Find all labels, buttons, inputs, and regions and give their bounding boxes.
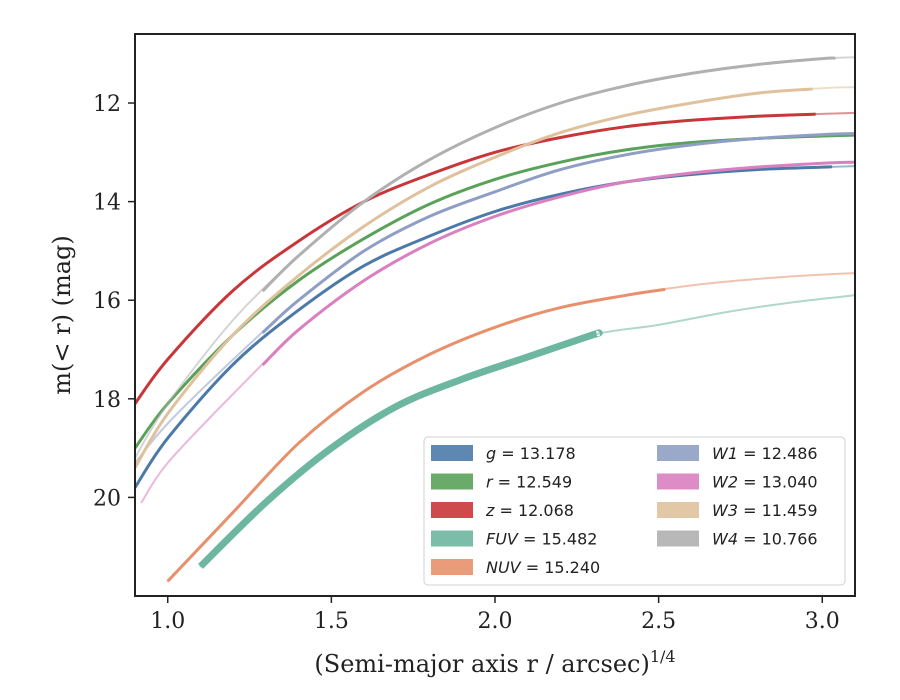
legend-equals-sign: = (738, 444, 762, 463)
y-tick-label: 16 (93, 289, 121, 314)
y-tick-label: 12 (93, 92, 121, 117)
legend-series-name: r (486, 473, 494, 492)
y-tick-label: 18 (93, 388, 121, 413)
legend-entry-NUV: NUV = 15.240 (486, 558, 600, 577)
legend-swatch-r (431, 473, 473, 490)
legend-series-value: 12.486 (762, 444, 818, 463)
series-W2-line (261, 160, 855, 367)
x-axis-label-superscript: 1/4 (650, 647, 676, 666)
legend-equals-sign: = (496, 444, 520, 463)
legend-swatch-g (431, 445, 473, 461)
legend-series-value: 10.766 (762, 530, 818, 549)
legend-swatch-z (431, 502, 473, 518)
legend-series-name: FUV (486, 530, 519, 549)
legend-swatch-W1 (657, 445, 699, 461)
legend-frame (423, 436, 846, 586)
legend-entry-r: r = 12.549 (486, 473, 572, 492)
legend-series-value: 12.549 (516, 473, 572, 492)
legend-series-name: W1 (712, 444, 738, 463)
x-tick-label: 2.5 (641, 609, 676, 634)
y-axis-label: m(< r) (mag) (48, 235, 76, 394)
series-W4-line (261, 56, 836, 293)
y-tick-label: 14 (93, 191, 121, 216)
x-axis: 1.0 1.5 2.0 2.5 3.0 (150, 596, 840, 634)
legend-swatch-W2 (657, 473, 699, 490)
legend-swatch-W4 (657, 530, 699, 547)
series-g-line (135, 165, 833, 489)
legend-swatch-W3 (657, 502, 699, 518)
legend-series-name: W3 (712, 501, 738, 520)
legend-entry-W2: W2 = 13.040 (712, 473, 818, 492)
x-tick-label: 1.5 (314, 609, 349, 634)
series-FUV-line (198, 329, 603, 569)
x-axis-label-main: (Semi-major axis r / arcsec) (314, 650, 649, 678)
legend-series-name: z (485, 501, 495, 520)
series-z-line (135, 112, 816, 405)
x-axis-label: (Semi-major axis r / arcsec)1/4 (314, 647, 675, 678)
legend-swatch-FUV (431, 530, 473, 547)
y-tick-label: 20 (93, 486, 121, 511)
legend-series-value: 13.178 (520, 444, 576, 463)
legend-series-value: 15.240 (544, 558, 600, 577)
legend-entry-W1: W1 = 12.486 (712, 444, 818, 463)
legend-series-name: W2 (712, 473, 738, 492)
series-layer (135, 56, 855, 583)
legend: g = 13.178 r = 12.549 z = 12.068 FUV = 15.4… (423, 436, 846, 586)
legend-entry-W4: W4 = 10.766 (712, 530, 818, 549)
legend-entry-W3: W3 = 11.459 (712, 501, 818, 520)
legend-equals-sign: = (738, 473, 762, 492)
legend-series-name: NUV (486, 558, 522, 577)
legend-series-name: W4 (712, 530, 738, 549)
series-W1-line (261, 132, 855, 334)
legend-series-name: g (486, 444, 496, 463)
legend-equals-sign: = (494, 501, 518, 520)
legend-equals-sign: = (518, 530, 542, 549)
legend-entry-g: g = 13.178 (486, 444, 576, 463)
legend-equals-sign: = (738, 501, 762, 520)
legend-series-value: 13.040 (762, 473, 818, 492)
series-W3-line (135, 87, 813, 469)
legend-equals-sign: = (493, 473, 517, 492)
legend-series-value: 12.068 (518, 501, 574, 520)
y-axis: 12 14 16 18 20 (93, 92, 135, 511)
x-tick-label: 1.0 (150, 609, 185, 634)
series-NUV-line (166, 287, 666, 583)
legend-series-value: 15.482 (541, 530, 597, 549)
legend-equals-sign: = (521, 558, 545, 577)
legend-swatch-NUV (431, 559, 473, 575)
legend-entry-z: z = 12.068 (485, 501, 574, 520)
x-tick-label: 3.0 (805, 609, 840, 634)
legend-equals-sign: = (738, 530, 762, 549)
legend-series-value: 11.459 (762, 501, 818, 520)
x-tick-label: 2.0 (478, 609, 513, 634)
legend-entry-FUV: FUV = 15.482 (486, 530, 597, 549)
